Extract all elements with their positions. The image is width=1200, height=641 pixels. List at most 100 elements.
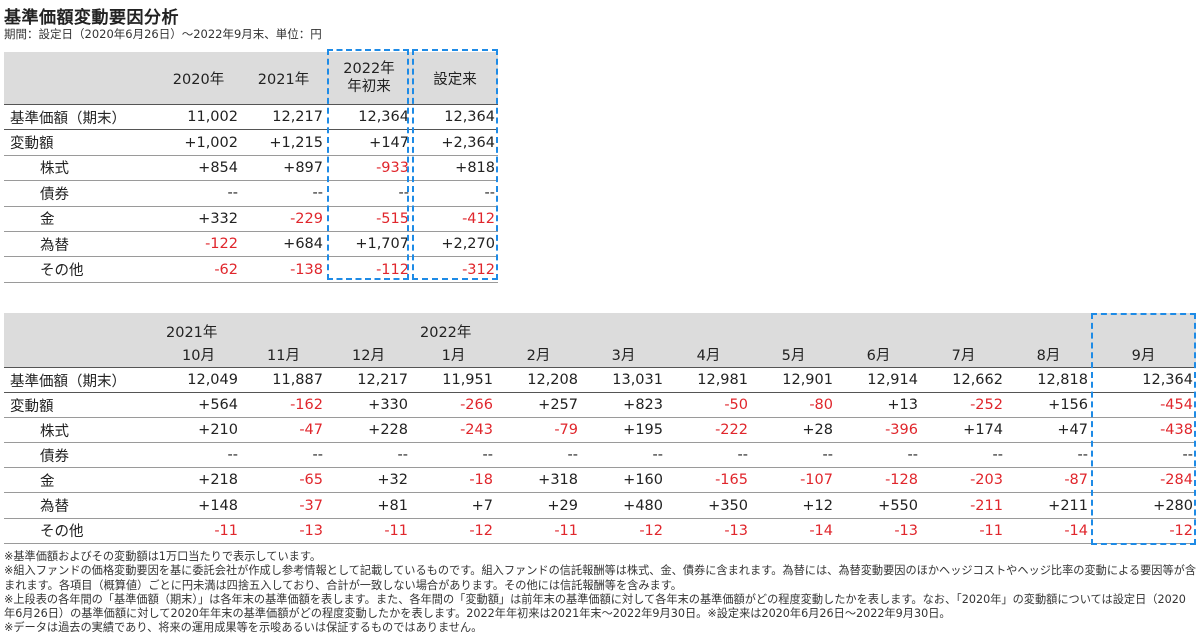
table-row: 基準価額（期末） 12,049 11,887 12,217 11,951 12,208 13… (4, 367, 1196, 394)
table-cell: +218 (156, 467, 241, 494)
table-cell: -14 (1006, 518, 1091, 544)
header-blank (4, 313, 156, 368)
table-cell: +211 (1006, 492, 1091, 519)
table-cell: +854 (156, 155, 241, 182)
table-cell: -- (751, 442, 836, 469)
table-cell: -65 (241, 467, 326, 494)
table-cell: +13 (836, 392, 921, 419)
header-month: 12月 (326, 313, 411, 368)
table-cell: 13,031 (581, 367, 666, 394)
row-label: 債券 (4, 180, 156, 207)
table-row: 為替 +148 -37 +81 +7 +29 +480 +350 +12 +550 -211 +211… (4, 492, 1196, 519)
table-cell: +257 (496, 392, 581, 419)
table-row: 株式 +854 +897 -933 +818 (4, 155, 498, 182)
table-cell: +148 (156, 492, 241, 519)
table-cell: -13 (241, 518, 326, 544)
table-cell: -13 (666, 518, 751, 544)
table-cell: -12 (411, 518, 496, 544)
footnote-2: ※組入ファンドの価格変動要因を基に委託会社が作成し参考情報として記載しているもの… (4, 564, 1197, 592)
table-cell: -243 (411, 417, 496, 444)
row-label: 基準価額（期末） (4, 367, 156, 394)
table-row: 債券 -- -- -- -- -- -- -- -- -- -- -- -- (4, 442, 1196, 469)
table-cell: 12,208 (496, 367, 581, 394)
header-month: 11月 (241, 313, 326, 368)
row-label: 債券 (4, 442, 156, 469)
footnote-3: ※上段表の各年間の「基準価額（期末）」は各年末の基準価額を表します。また、各年間… (4, 592, 1186, 621)
table-cell: 12,901 (751, 367, 836, 394)
table-cell: -- (241, 442, 326, 469)
table-cell: +29 (496, 492, 581, 519)
table-cell: +1,707 (326, 231, 412, 258)
row-label: 基準価額（期末） (4, 104, 156, 131)
table-cell: -252 (921, 392, 1006, 419)
table-cell: -- (921, 442, 1006, 469)
table-cell: 11,887 (241, 367, 326, 394)
table-row: 金 +332 -229 -515 -412 (4, 206, 498, 232)
header-2022-ytd: 2022年年初来 (326, 52, 412, 105)
table-cell: -211 (921, 492, 1006, 519)
table-cell: +823 (581, 392, 666, 419)
table-row: 為替 -122 +684 +1,707 +2,270 (4, 231, 498, 258)
header-month: 5月 (751, 313, 836, 368)
table-cell: 12,981 (666, 367, 751, 394)
table-cell: -11 (921, 518, 1006, 544)
row-label: その他 (4, 256, 156, 283)
table-cell: -138 (241, 256, 326, 283)
table-cell: 12,914 (836, 367, 921, 394)
table-cell: -128 (836, 467, 921, 494)
header-month: 4月 (666, 313, 751, 368)
footnote-1: ※基準価額およびその変動額は1万口当たりで表示しています。 (4, 550, 322, 563)
table-cell: -- (326, 442, 411, 469)
table-cell: -162 (241, 392, 326, 419)
table-cell: +210 (156, 417, 241, 444)
table-cell: -266 (411, 392, 496, 419)
table-cell: +47 (1006, 417, 1091, 444)
header-month: 9月 (1091, 313, 1196, 368)
table-cell: -- (581, 442, 666, 469)
header-2020: 2020年 (156, 52, 241, 105)
page-title: 基準価額変動要因分析 (4, 8, 179, 28)
table-cell: -- (836, 442, 921, 469)
header-ytd: 年初来 (347, 79, 391, 95)
table-cell: -- (156, 442, 241, 469)
table-cell: 12,049 (156, 367, 241, 394)
table-cell: -18 (411, 467, 496, 494)
table-cell: -47 (241, 417, 326, 444)
table-cell: -87 (1006, 467, 1091, 494)
table-cell: -515 (326, 206, 412, 232)
header-month: 7月 (921, 313, 1006, 368)
header-month: 6月 (836, 313, 921, 368)
row-label: 変動額 (4, 392, 156, 419)
table-cell: +332 (156, 206, 241, 232)
table-cell: -- (412, 180, 498, 207)
table-cell: -11 (326, 518, 411, 544)
table-cell: +195 (581, 417, 666, 444)
table-cell: -- (241, 180, 326, 207)
table-row: 株式 +210 -47 +228 -243 -79 +195 -222 +28 -396 +174 +… (4, 417, 1196, 444)
table-row: 変動額 +1,002 +1,215 +147 +2,364 (4, 129, 498, 156)
table-cell: +2,364 (412, 129, 498, 156)
table-cell: +147 (326, 129, 412, 156)
table-cell: -- (156, 180, 241, 207)
table-row: 基準価額（期末） 11,002 12,217 12,364 12,364 (4, 104, 498, 131)
table-cell: -112 (326, 256, 412, 283)
header-since-inception: 設定来 (412, 52, 498, 105)
table-cell: +174 (921, 417, 1006, 444)
header-2022-year: 2022年 (343, 61, 395, 77)
table-cell: -- (666, 442, 751, 469)
footnotes: ※基準価額およびその変動額は1万口当たりで表示しています。 ※組入ファンドの価格… (4, 550, 1196, 636)
table-cell: -203 (921, 467, 1006, 494)
table-cell: -11 (496, 518, 581, 544)
table-cell: 12,364 (326, 104, 412, 131)
table-cell: -- (326, 180, 412, 207)
table-cell: -- (1091, 442, 1196, 469)
table-cell: -13 (836, 518, 921, 544)
table-cell: 12,364 (412, 104, 498, 131)
table-cell: -229 (241, 206, 326, 232)
table-cell: +1,215 (241, 129, 326, 156)
table-cell: -12 (1091, 518, 1196, 544)
table-cell: -11 (156, 518, 241, 544)
table-row: その他 -62 -138 -112 -312 (4, 256, 498, 283)
table-cell: 11,002 (156, 104, 241, 131)
table-cell: -14 (751, 518, 836, 544)
